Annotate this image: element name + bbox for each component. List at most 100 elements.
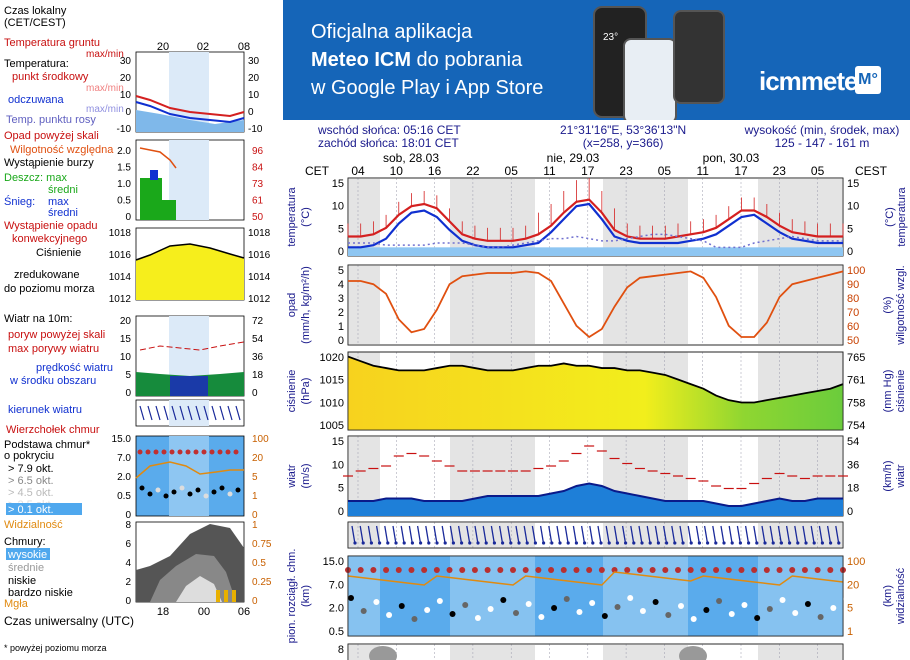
legend-wind-ticks-right: 72 54 36 18 0 (252, 316, 264, 399)
legend-pressure-ticks-right: 1018 1016 1014 1012 (248, 228, 271, 305)
temp-series-line (348, 202, 843, 249)
svg-text:max/min: max/min (86, 104, 124, 115)
tick-label: 10 (248, 90, 260, 101)
day-label: pon, 30.03 (703, 151, 760, 165)
svg-text:średni: średni (48, 184, 78, 196)
arrow-head (730, 541, 734, 545)
tick-label: 0.75 (252, 539, 272, 550)
cloud-top-dot (789, 567, 796, 573)
arrow-head (558, 541, 562, 545)
cloud-base-dot (843, 596, 849, 602)
cloud-base-dot (538, 614, 545, 620)
legend-temp-blue (135, 101, 245, 124)
wind-direction-arrow (630, 525, 635, 545)
legend-cloud-mid-label: średnie (8, 562, 44, 574)
tick-label: 1 (252, 491, 258, 502)
y-tick: 3 (338, 293, 344, 305)
wind-direction-arrow (498, 525, 504, 545)
hour-label: 17 (734, 164, 748, 178)
y-tick: 5 (338, 223, 344, 235)
arrow-head (361, 541, 365, 545)
wind-ylabel-right: wiatr (895, 464, 907, 489)
cloud-base-dot (678, 603, 684, 609)
cloud-top-dot (649, 567, 656, 573)
wind-direction-arrow (638, 525, 643, 545)
tick-label: 1018 (109, 228, 132, 239)
cloud-base-dot (513, 610, 519, 616)
timezone-right: CEST (855, 164, 888, 178)
cloud-base-dot (728, 611, 735, 617)
banner-text: Oficjalna aplikacja Meteo ICM do pobrani… (311, 21, 544, 99)
legend-temp-red (135, 95, 245, 118)
temp-unit: (°C) (300, 207, 312, 227)
time-local-label: Czas lokalny (CET/CEST) (4, 5, 67, 29)
legend-precip-occ: Wystąpienie opadu (4, 220, 97, 232)
svg-text:o pokryciu: o pokryciu (4, 450, 54, 462)
legend-cloud-top: Wierzchołek chmur (6, 424, 100, 436)
press-ylabel-right: ciśnienie (895, 370, 907, 413)
arrow-head (419, 541, 423, 545)
coords-info: 21°31'16"E, 53°36'13"N (x=258, y=366) (560, 123, 687, 150)
tick-label: 18 (252, 370, 264, 381)
legend-clouds: Chmury: (4, 536, 46, 548)
cloud-top-dot (161, 449, 167, 455)
legend-storm: Wystąpienie burzy (4, 157, 94, 169)
tick-label: 84 (252, 163, 264, 174)
legend-cb-ticks-left: 15.0 7.0 2.0 0.5 0 (112, 434, 132, 521)
cloud-base-dot (147, 491, 153, 497)
legend-temp-mid: punkt środkowy (12, 71, 89, 83)
legend-panel: Czas lokalny (CET/CEST) 20 02 08 3020100-10… (4, 5, 272, 653)
cloud-base-dot (589, 600, 596, 606)
cloud-base-dot (386, 612, 393, 618)
tick-label: 10 (120, 352, 132, 363)
arrow-head (681, 541, 685, 545)
y-tick: 100 (847, 556, 865, 568)
y-tick: 90 (847, 279, 859, 291)
precip-unit: (mm/h, kg/m²/h) (300, 266, 312, 344)
y-tick: 0 (338, 246, 344, 258)
wind-direction-arrow (449, 525, 455, 545)
wind-direction-arrow (728, 525, 733, 545)
legend-dew: Temp. punktu rosy (6, 114, 96, 126)
y-tick: 5 (847, 603, 853, 615)
arrow-head (525, 541, 529, 545)
pressure-fill (348, 356, 843, 430)
legend-temp-ground: Temperatura gruntu (4, 37, 100, 49)
arrow-head (738, 541, 742, 545)
cloud-top-dot (383, 567, 390, 573)
y-tick: 60 (847, 321, 859, 333)
wind-direction-arrow (777, 525, 783, 545)
arrow-head (665, 541, 669, 545)
night-band (603, 178, 688, 256)
app-banner[interactable]: Oficjalna aplikacja Meteo ICM do pobrani… (283, 0, 910, 120)
wind-arrow (227, 405, 233, 421)
elevation-info: wysokość (min, środek, max) 125 - 147 - … (744, 123, 900, 150)
cloud-base-dot (779, 597, 786, 603)
cloud-top-dot (370, 567, 377, 573)
tick-label: 4 (125, 558, 131, 569)
y-tick: 15 (332, 436, 344, 448)
wind-arrow (179, 405, 185, 421)
arrow-head (427, 541, 431, 545)
cloud-base-dot (179, 485, 185, 491)
cloud-top-dot (459, 567, 466, 573)
arrow-head (583, 541, 587, 545)
tick-label: 72 (252, 316, 264, 327)
cloud-base-dot (155, 487, 161, 493)
wind-direction-arrow (507, 525, 512, 545)
tick-label: 15 (120, 334, 132, 345)
wind-direction-arrow (761, 525, 766, 545)
arrow-head (788, 541, 792, 545)
wind-direction-arrow (794, 525, 799, 545)
legend-gust-max: max porywy wiatru (8, 343, 99, 355)
press-unit-right: (mm Hg) (882, 370, 894, 413)
cloud-base-dot (830, 605, 837, 611)
tick-label: 1016 (248, 250, 271, 261)
y-tick: 5 (847, 223, 853, 235)
cloud-top-dot (535, 567, 542, 573)
wind-direction-arrow (605, 525, 610, 545)
tick-label: -10 (248, 124, 263, 135)
wind-direction-arrow (679, 525, 684, 545)
y-tick: 1020 (320, 352, 344, 364)
night-band (758, 265, 843, 345)
